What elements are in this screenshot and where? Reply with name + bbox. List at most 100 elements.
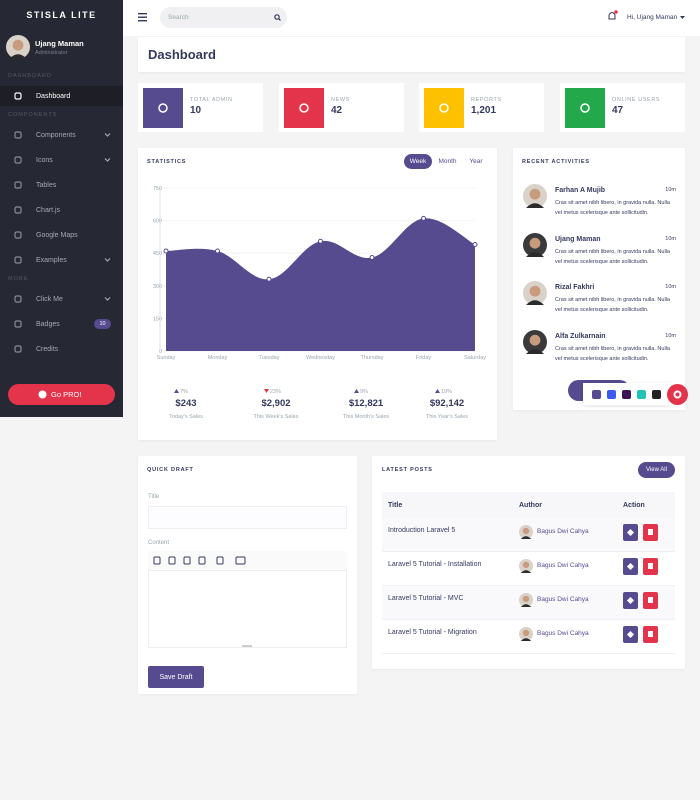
data-point: [266, 276, 272, 282]
menu-item[interactable]: Badges: [36, 320, 60, 328]
icon-shape: [14, 131, 22, 139]
tab[interactable]: Month: [438, 157, 457, 165]
badge-bg: [94, 319, 111, 329]
menu-item[interactable]: Chart.js: [36, 206, 61, 214]
x-tick-label: Thursday: [361, 355, 384, 361]
sidebar-header: DASHBOARD: [8, 73, 52, 79]
avatar-face: [522, 561, 530, 569]
data-point: [421, 215, 426, 221]
menu-icon: [14, 131, 22, 139]
stat-value: 10: [190, 104, 202, 116]
menu-item[interactable]: Tables: [36, 181, 57, 189]
avatar-body: [9, 54, 27, 59]
x-tick-label: Saturday: [464, 355, 486, 361]
y-tick-label: 750: [153, 186, 162, 192]
editor-toolbar-icons: [153, 556, 246, 565]
tab[interactable]: Year: [469, 157, 483, 165]
chevron-icon: [104, 258, 111, 262]
stat-icon: [299, 103, 309, 113]
sidebar-header: COMPONENTS: [8, 112, 58, 118]
avatar-body: [520, 604, 532, 607]
go-pro-icon: [38, 390, 47, 399]
activity-text: Cras sit amet nibh libero, in gravida nu…: [555, 297, 670, 313]
tab[interactable]: Week: [409, 157, 427, 165]
x-tick-label: Friday: [416, 355, 432, 361]
menu-item[interactable]: Icons: [36, 156, 53, 164]
avatar-face: [529, 237, 541, 249]
menu-icon: [14, 295, 22, 303]
toolbar-button: [183, 556, 191, 565]
icon-shape: [278, 18, 281, 21]
summary-amount: $92,142: [429, 398, 465, 409]
resize-handle: [242, 645, 252, 647]
icon-shape: [14, 256, 22, 264]
chevron-shape: [104, 133, 111, 137]
y-tick-label: 600: [153, 219, 162, 225]
summary-label: This Week's Sales: [253, 414, 299, 420]
toolbar-button: [198, 556, 206, 565]
post-author[interactable]: Bagus Dwi Cahya: [537, 596, 589, 603]
settings-toggle[interactable]: [667, 384, 688, 405]
icon-shape: [299, 103, 309, 113]
go-pro-label[interactable]: Go PRO!: [51, 390, 82, 399]
delete-icon: [648, 529, 653, 535]
menu-item[interactable]: Components: [36, 131, 76, 139]
activity-name: Farhan A Mujib: [555, 186, 606, 194]
save-draft-button[interactable]: [148, 666, 204, 688]
theme-swatch[interactable]: [592, 390, 601, 399]
avatar-face: [529, 334, 541, 346]
summary-change: 7%: [180, 388, 188, 395]
stat-value: 42: [331, 104, 343, 116]
menu-item[interactable]: Dashboard: [36, 92, 71, 100]
statistics-chart: 0 150 300 450 600 750 Sunday Monday Tuesday Wedne…: [153, 186, 486, 361]
menu-icon: [14, 231, 22, 239]
post-title: Laravel 5 Tutorial - Migration: [388, 628, 477, 636]
menu-item[interactable]: Google Maps: [36, 231, 78, 239]
theme-swatch[interactable]: [637, 390, 646, 399]
column-header: Action: [623, 502, 645, 509]
stat-icon-bg: [424, 88, 464, 128]
title-input[interactable]: [148, 506, 347, 529]
menu-item[interactable]: Credits: [36, 345, 59, 353]
notification-dot: [614, 10, 618, 14]
delete-icon: [648, 631, 653, 637]
post-author[interactable]: Bagus Dwi Cahya: [537, 630, 589, 637]
author-avatar: [519, 525, 533, 539]
icon-shape: [14, 295, 22, 303]
icon-shape: [174, 389, 179, 393]
avatar-face: [522, 595, 530, 603]
menu-item[interactable]: Click Me: [36, 295, 63, 303]
theme-swatch[interactable]: [622, 390, 631, 399]
stat-icon: [439, 103, 449, 113]
card-title: QUICK DRAFT: [147, 467, 194, 473]
avatar-face: [522, 527, 530, 535]
menu-item[interactable]: Examples: [36, 256, 67, 264]
post-author[interactable]: Bagus Dwi Cahya: [537, 562, 589, 569]
chevron-shape: [104, 297, 111, 301]
row-divider: [382, 551, 675, 552]
activity-time: 10m: [665, 333, 676, 339]
dropdown-caret: [680, 16, 685, 19]
avatar-face: [522, 629, 530, 637]
theme-swatch[interactable]: [652, 390, 661, 399]
view-all-button[interactable]: [638, 462, 675, 478]
author-avatar: [519, 559, 533, 573]
view-all-label[interactable]: View All: [646, 466, 667, 473]
menu-toggle: [138, 13, 147, 22]
go-pro-button[interactable]: [8, 384, 115, 405]
x-tick-label: Tuesday: [259, 355, 280, 361]
theme-swatch[interactable]: [607, 390, 616, 399]
save-draft-label[interactable]: Save Draft: [159, 673, 193, 681]
y-tick-label: 150: [153, 316, 162, 322]
chevron-icon: [104, 158, 111, 162]
search-box[interactable]: [160, 7, 287, 28]
change-arrow: [264, 389, 269, 393]
post-author[interactable]: Bagus Dwi Cahya: [537, 528, 589, 535]
stat-label: REPORTS: [471, 97, 502, 103]
toolbar-button: [168, 556, 176, 565]
tab-active-bg[interactable]: [404, 154, 432, 169]
user-greeting[interactable]: Hi, Ujang Maman: [627, 13, 678, 21]
delete-icon: [648, 563, 653, 569]
avatar-body: [526, 349, 544, 354]
